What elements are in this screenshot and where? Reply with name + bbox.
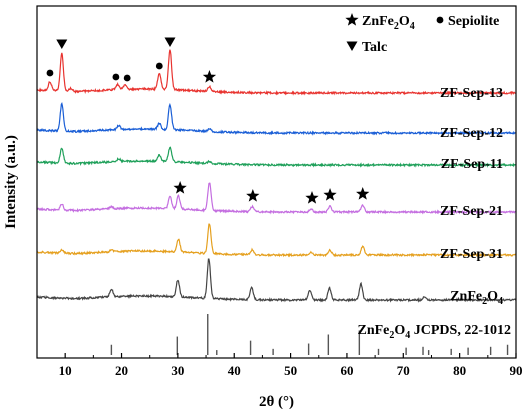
star-marker <box>202 70 217 83</box>
label-part: O <box>487 289 498 304</box>
talc-marker <box>164 37 176 47</box>
series-label: ZF-Sep-13 <box>440 86 503 101</box>
reference-lines <box>110 314 509 355</box>
label-part: 4 <box>498 296 503 307</box>
label-part: O <box>394 323 405 338</box>
peak-markers <box>46 37 370 204</box>
label-part: ZnFe <box>362 14 394 29</box>
plot-frame <box>36 5 517 359</box>
x-tick-label: 40 <box>228 363 241 378</box>
star-marker <box>173 181 187 194</box>
talc-marker <box>56 39 68 49</box>
x-axis-label: 2θ (°) <box>259 394 294 410</box>
label-part: ZnFe <box>357 323 389 338</box>
label-part: O <box>399 14 410 29</box>
label-part: JCPDS, 22-1012 <box>410 323 511 338</box>
star-marker <box>323 188 337 201</box>
label-part: ZF-Sep-31 <box>440 247 503 262</box>
x-tick-label: 50 <box>284 363 297 378</box>
star-marker <box>356 187 370 200</box>
series-line-2 <box>36 146 517 168</box>
star-marker <box>305 191 319 204</box>
legend-label-talc: Talc <box>362 40 387 55</box>
series-label: ZnFe2O4 <box>450 289 503 307</box>
series-line-1 <box>36 101 517 136</box>
y-axis-label: Intensity (a.u.) <box>3 135 19 229</box>
x-tick-label: 60 <box>340 363 353 378</box>
legend: ZnFe2O4 Sepiolite Talc <box>345 13 499 55</box>
x-axis-ticks: 10 20 30 40 50 60 70 80 90 <box>59 353 523 378</box>
x-tick-label: 30 <box>171 363 184 378</box>
label-part: 2 <box>394 21 399 32</box>
legend-label-sepiolite: Sepiolite <box>448 14 499 29</box>
sepiolite-marker <box>123 74 131 82</box>
x-tick-label: 90 <box>510 363 523 378</box>
label-part: Sepiolite <box>448 14 499 29</box>
series-label: ZF-Sep-31 <box>440 247 503 262</box>
sepiolite-marker <box>155 62 163 70</box>
legend-label-zinc-ferrite: ZnFe2O4 <box>362 14 415 32</box>
series-line-0 <box>36 49 516 96</box>
legend-circle-icon <box>436 16 444 24</box>
series-line-3 <box>36 182 517 215</box>
reference-label-text: ZnFe2O4 JCPDS, 22-1012 <box>357 323 511 341</box>
reference-label: ZnFe2O4 JCPDS, 22-1012 <box>357 323 511 341</box>
label-part: ZF-Sep-12 <box>440 126 503 141</box>
x-tick-label: 80 <box>453 363 466 378</box>
label-part: ZnFe <box>450 289 482 304</box>
legend-triangle-icon <box>346 41 358 51</box>
label-part: 2 <box>389 330 394 341</box>
series-label: ZF-Sep-12 <box>440 126 503 141</box>
series-line-4 <box>36 223 517 258</box>
sepiolite-marker <box>112 73 120 81</box>
label-part: ZF-Sep-13 <box>440 86 503 101</box>
x-tick-label: 20 <box>115 363 128 378</box>
series-label: ZF-Sep-11 <box>441 157 503 172</box>
star-marker <box>246 189 260 202</box>
series-group <box>36 49 517 303</box>
series-label: ZF-Sep-21 <box>440 204 503 219</box>
x-tick-label: 10 <box>59 363 72 378</box>
sepiolite-marker <box>46 69 54 77</box>
label-part: Talc <box>362 40 387 55</box>
x-tick-label: 70 <box>397 363 410 378</box>
label-part: 4 <box>410 21 415 32</box>
label-part: ZF-Sep-21 <box>440 204 503 219</box>
label-part: ZF-Sep-11 <box>441 157 503 172</box>
label-part: 4 <box>405 330 410 341</box>
label-part: 2 <box>482 296 487 307</box>
legend-star-icon <box>345 13 359 26</box>
series-line-5 <box>36 258 517 303</box>
series-labels: ZF-Sep-13 ZF-Sep-12 ZF-Sep-11 ZF-Sep-21 ZF-S… <box>440 86 503 307</box>
